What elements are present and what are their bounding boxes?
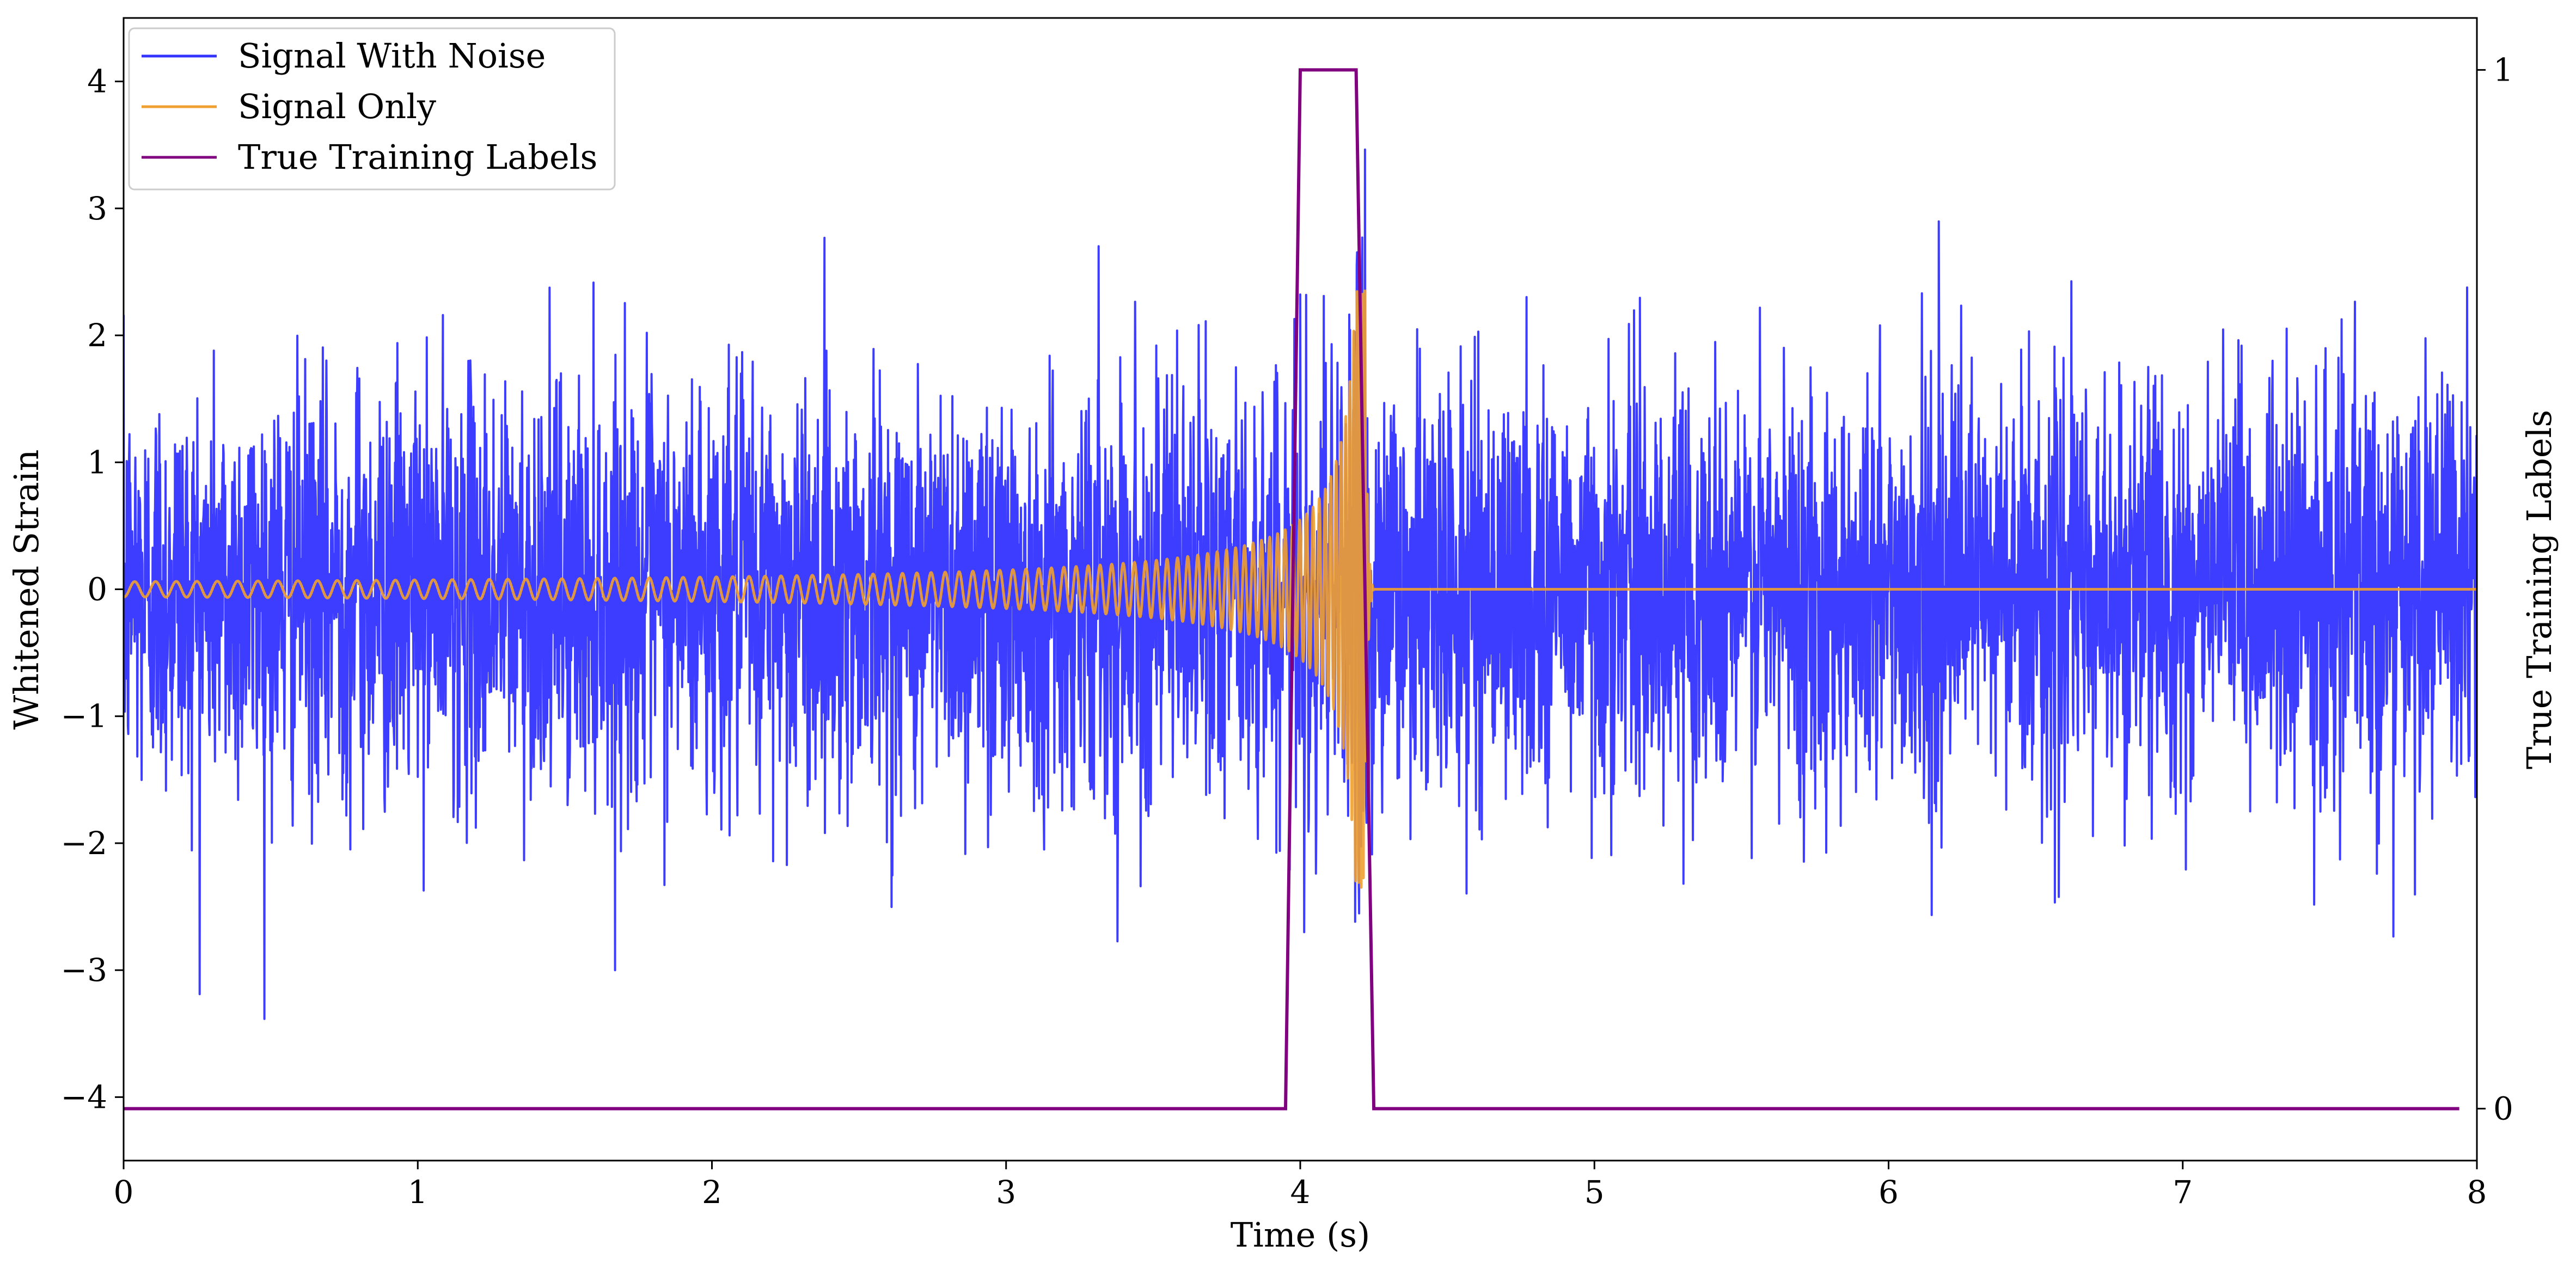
x-tick-label: 0 — [114, 1174, 134, 1211]
y2-tick-label: 0 — [2493, 1090, 2513, 1127]
series-layer — [124, 68, 2477, 1111]
legend-box — [128, 27, 616, 191]
y-tick-label: −2 — [61, 825, 108, 862]
y-tick-label: −4 — [61, 1078, 108, 1115]
x-tick-label: 7 — [2173, 1174, 2193, 1211]
y-tick-label: −3 — [61, 952, 108, 989]
y-tick-label: 4 — [87, 63, 107, 100]
x-tick-label: 4 — [1290, 1174, 1311, 1211]
x-axis: 0 1 2 3 4 5 6 7 8 — [114, 1161, 2487, 1211]
legend-label-true-training-labels: True Training Labels — [238, 137, 597, 177]
x-axis-label: Time (s) — [1231, 1215, 1370, 1255]
series-line-signal-only — [124, 289, 2477, 889]
x-tick-label: 6 — [1879, 1174, 1899, 1211]
x-tick-label: 2 — [702, 1174, 722, 1211]
x-tick-label: 8 — [2467, 1174, 2487, 1211]
y-tick-label: 2 — [87, 317, 107, 354]
y-tick-label: 0 — [87, 571, 107, 608]
y-tick-label: 3 — [87, 190, 107, 227]
y-tick-label: 1 — [87, 444, 107, 481]
legend-label-signal-with-noise: Signal With Noise — [238, 36, 546, 76]
y-tick-label: −1 — [61, 698, 108, 735]
series-line-signal-with-noise — [124, 148, 2477, 1020]
x-tick-label: 3 — [996, 1174, 1016, 1211]
y-axis: 4 3 2 1 0 −1 −2 −3 −4 — [61, 63, 124, 1115]
y2-tick-label: 1 — [2493, 51, 2513, 88]
x-tick-label: 1 — [408, 1174, 428, 1211]
x-tick-label: 5 — [1584, 1174, 1605, 1211]
legend-label-signal-only: Signal Only — [238, 87, 436, 126]
series-line-true-training-labels — [124, 68, 2459, 1111]
y2-axis: 10 — [2477, 51, 2513, 1127]
legend: Signal With Noise Signal Only True Train… — [128, 27, 616, 191]
y-axis-label: Whitened Strain — [7, 450, 46, 730]
y2-axis-label: True Training Labels — [2519, 410, 2559, 769]
